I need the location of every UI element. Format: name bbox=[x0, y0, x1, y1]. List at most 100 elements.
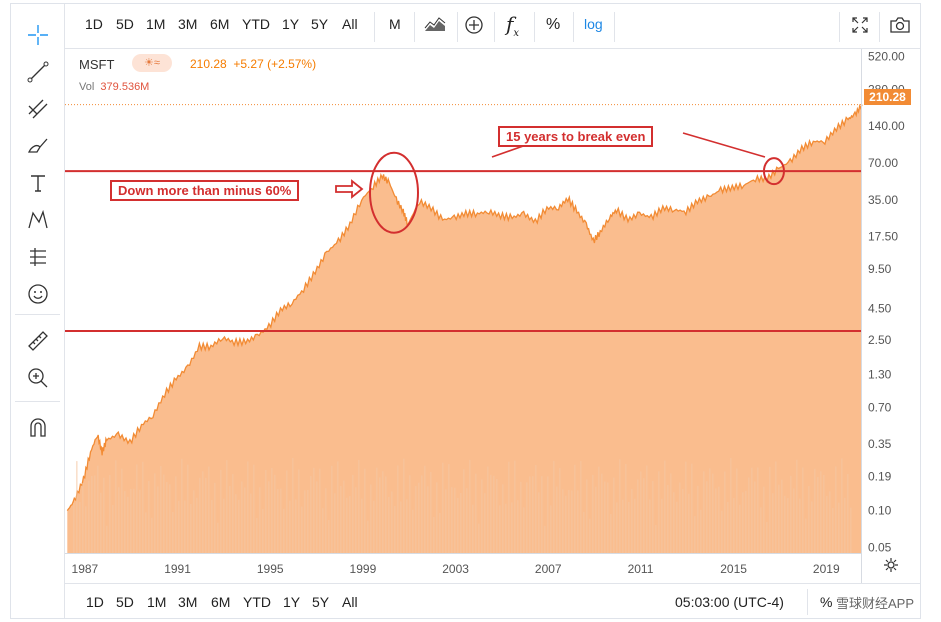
volume-bar bbox=[739, 504, 741, 553]
magnet-icon[interactable] bbox=[25, 415, 51, 441]
range-1m[interactable]: 1M bbox=[147, 594, 167, 610]
trend-line-icon[interactable] bbox=[25, 59, 51, 85]
volume-bar bbox=[538, 492, 540, 553]
toolbar-divider bbox=[374, 12, 375, 42]
volume-bar bbox=[382, 471, 384, 553]
volume-bar bbox=[634, 498, 636, 553]
volume-bar bbox=[232, 474, 234, 553]
toolbar-divider bbox=[15, 401, 60, 402]
range-5d[interactable]: 5D bbox=[116, 594, 134, 610]
volume-bar bbox=[700, 509, 702, 553]
volume-bar bbox=[325, 488, 327, 553]
volume-bar bbox=[235, 494, 237, 553]
volume-bar bbox=[334, 493, 336, 553]
axis-settings-icon[interactable] bbox=[883, 557, 899, 578]
zoom-in-icon[interactable] bbox=[25, 365, 51, 391]
volume-bar bbox=[757, 467, 759, 553]
volume-bar bbox=[571, 490, 573, 553]
indicators-button[interactable]: fx bbox=[506, 12, 520, 39]
interval-5y[interactable]: 5Y bbox=[311, 16, 329, 32]
volume-bar bbox=[517, 500, 519, 553]
chart-plot-area[interactable]: 520.00280.00140.0070.0035.0017.509.504.5… bbox=[65, 49, 905, 576]
range-ytd[interactable]: YTD bbox=[243, 594, 271, 610]
log-scale-button[interactable]: log bbox=[584, 16, 603, 32]
volume-bar bbox=[652, 481, 654, 553]
volume-bar bbox=[115, 460, 117, 553]
volume-bar bbox=[379, 477, 381, 553]
time-display[interactable]: 05:03:00 (UTC-4) bbox=[675, 594, 784, 610]
range-3m[interactable]: 3M bbox=[178, 594, 198, 610]
volume-bar bbox=[547, 476, 549, 553]
volume-bar bbox=[574, 464, 576, 553]
prediction-icon[interactable] bbox=[25, 244, 51, 270]
interval-all[interactable]: All bbox=[342, 16, 358, 32]
volume-bar bbox=[697, 485, 699, 553]
camera-icon[interactable] bbox=[889, 15, 911, 38]
volume-bar bbox=[178, 500, 180, 553]
volume-bar bbox=[85, 506, 87, 553]
fullscreen-icon[interactable] bbox=[851, 16, 869, 37]
interval-1y[interactable]: 1Y bbox=[282, 16, 300, 32]
interval-1m[interactable]: 1M bbox=[146, 16, 166, 32]
volume-bar bbox=[217, 522, 219, 553]
chart-type-icon[interactable] bbox=[424, 14, 446, 37]
emoji-icon[interactable] bbox=[25, 281, 51, 307]
volume-bar bbox=[637, 479, 639, 553]
y-tick-label: 17.50 bbox=[868, 230, 898, 244]
compare-add-icon[interactable] bbox=[464, 15, 484, 38]
volume-bar bbox=[835, 466, 837, 553]
annotation-break-even: 15 years to break even bbox=[498, 126, 654, 147]
volume-bar bbox=[424, 465, 426, 553]
range-5y[interactable]: 5Y bbox=[312, 594, 330, 610]
volume-bar bbox=[136, 464, 138, 553]
volume-bar bbox=[319, 468, 321, 553]
volume-bar bbox=[91, 476, 93, 553]
annotation-drawdown: Down more than minus 60% bbox=[110, 180, 300, 201]
volume-bar bbox=[646, 465, 648, 553]
y-tick-label: 0.10 bbox=[868, 504, 892, 518]
pattern-icon[interactable] bbox=[25, 207, 51, 233]
text-tool-icon[interactable] bbox=[25, 170, 51, 196]
volume-bar bbox=[847, 474, 849, 553]
crosshair-icon[interactable] bbox=[25, 22, 51, 48]
volume-bar bbox=[658, 471, 660, 553]
volume-bar bbox=[385, 476, 387, 553]
interval-3m[interactable]: 3M bbox=[178, 16, 198, 32]
range-1y[interactable]: 1Y bbox=[283, 594, 301, 610]
interval-ytd[interactable]: YTD bbox=[242, 16, 270, 32]
interval-m[interactable]: M bbox=[389, 16, 401, 32]
volume-bar bbox=[352, 474, 354, 553]
range-1d[interactable]: 1D bbox=[86, 594, 104, 610]
percent-scale-button[interactable]: % bbox=[546, 16, 561, 33]
volume-bar bbox=[508, 461, 510, 553]
percent-toggle[interactable]: % bbox=[820, 594, 833, 610]
y-tick-label: 1.30 bbox=[868, 368, 892, 382]
volume-bar bbox=[778, 484, 780, 553]
volume-bar bbox=[712, 473, 714, 553]
volume-bar bbox=[307, 489, 309, 553]
volume-bar bbox=[598, 466, 600, 553]
volume-bar bbox=[460, 492, 462, 553]
time-axis[interactable] bbox=[65, 553, 861, 584]
annotation-line-right bbox=[682, 132, 766, 158]
volume-bar bbox=[253, 464, 255, 553]
interval-6m[interactable]: 6M bbox=[210, 16, 230, 32]
volume-bar bbox=[175, 476, 177, 553]
volume-bar bbox=[73, 503, 75, 553]
interval-1d[interactable]: 1D bbox=[85, 16, 103, 32]
volume-bar bbox=[781, 479, 783, 553]
volume-bar bbox=[160, 466, 162, 553]
volume-bar bbox=[250, 493, 252, 553]
price-axis[interactable] bbox=[861, 49, 921, 583]
ruler-icon[interactable] bbox=[25, 328, 51, 354]
range-6m[interactable]: 6M bbox=[211, 594, 231, 610]
volume-bar bbox=[691, 463, 693, 553]
range-all[interactable]: All bbox=[342, 594, 358, 610]
interval-5d[interactable]: 5D bbox=[116, 16, 134, 32]
volume-bar bbox=[298, 469, 300, 553]
fib-tools-icon[interactable] bbox=[25, 96, 51, 122]
brush-icon[interactable] bbox=[25, 133, 51, 159]
volume-bar bbox=[454, 487, 456, 553]
volume-bar bbox=[583, 511, 585, 553]
x-tick-label: 2011 bbox=[628, 562, 654, 576]
